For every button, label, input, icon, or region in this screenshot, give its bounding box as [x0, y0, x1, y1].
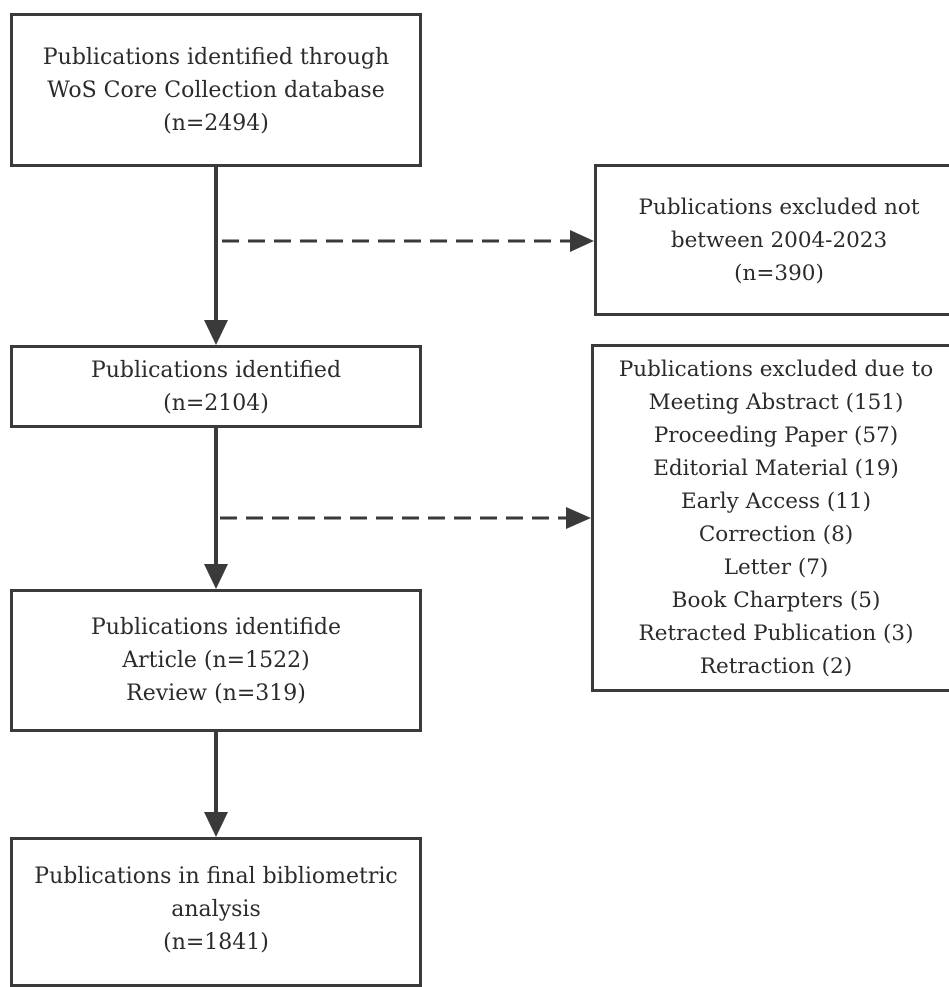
box-text-line: Editorial Material (19): [653, 456, 899, 481]
box-text-line: (n=2104): [163, 390, 269, 416]
box-final-analysis: Publications in final bibliometric analy…: [10, 837, 422, 987]
box-text-line: Proceeding Paper (57): [653, 423, 899, 448]
box-text-line: Publications identified: [90, 357, 342, 383]
box-text-line: Book Charpters (5): [671, 588, 881, 613]
box-excluded-types: Publications excluded due to Meeting Abs…: [591, 344, 949, 692]
box-text-line: (n=2494): [163, 110, 269, 136]
vertical-arrow-2: [204, 428, 228, 589]
box-text-line: Retraction (2): [699, 654, 853, 679]
box-text-line: Publications excluded due to: [618, 357, 934, 382]
dashed-arrow-1: [222, 230, 594, 252]
dashed-arrow-2: [220, 507, 591, 529]
box-text-line: Retracted Publication (3): [638, 621, 914, 646]
box-text-line: Early Access (11): [680, 489, 871, 514]
vertical-arrow-3: [204, 732, 228, 837]
box-text-line: Article (n=1522): [122, 648, 310, 673]
box-text-line: Publications identified through: [42, 44, 390, 70]
box-identified: Publications identified (n=2104): [10, 345, 422, 428]
box-text-line: Correction (8): [698, 522, 854, 547]
box-text-line: Publications identifide: [90, 615, 342, 640]
box-identified-wos: Publications identified through WoS Core…: [10, 13, 422, 167]
box-text-line: analysis: [171, 897, 261, 922]
vertical-arrow-1: [204, 167, 228, 345]
box-text-line: between 2004-2023: [670, 227, 888, 253]
box-excluded-years: Publications excluded not between 2004-2…: [594, 164, 949, 316]
box-text-line: Review (n=319): [126, 681, 306, 706]
box-text-line: Letter (7): [723, 555, 829, 580]
box-text-line: Meeting Abstract (151): [648, 390, 904, 415]
box-text-line: (n=1841): [163, 930, 269, 955]
box-text-line: WoS Core Collection database: [47, 77, 385, 103]
box-text-line: Publications in final bibliometric: [34, 864, 398, 889]
box-identified-types: Publications identifide Article (n=1522)…: [10, 589, 422, 732]
box-text-line: Publications excluded not: [638, 194, 920, 220]
box-text-line: (n=390): [734, 260, 824, 286]
